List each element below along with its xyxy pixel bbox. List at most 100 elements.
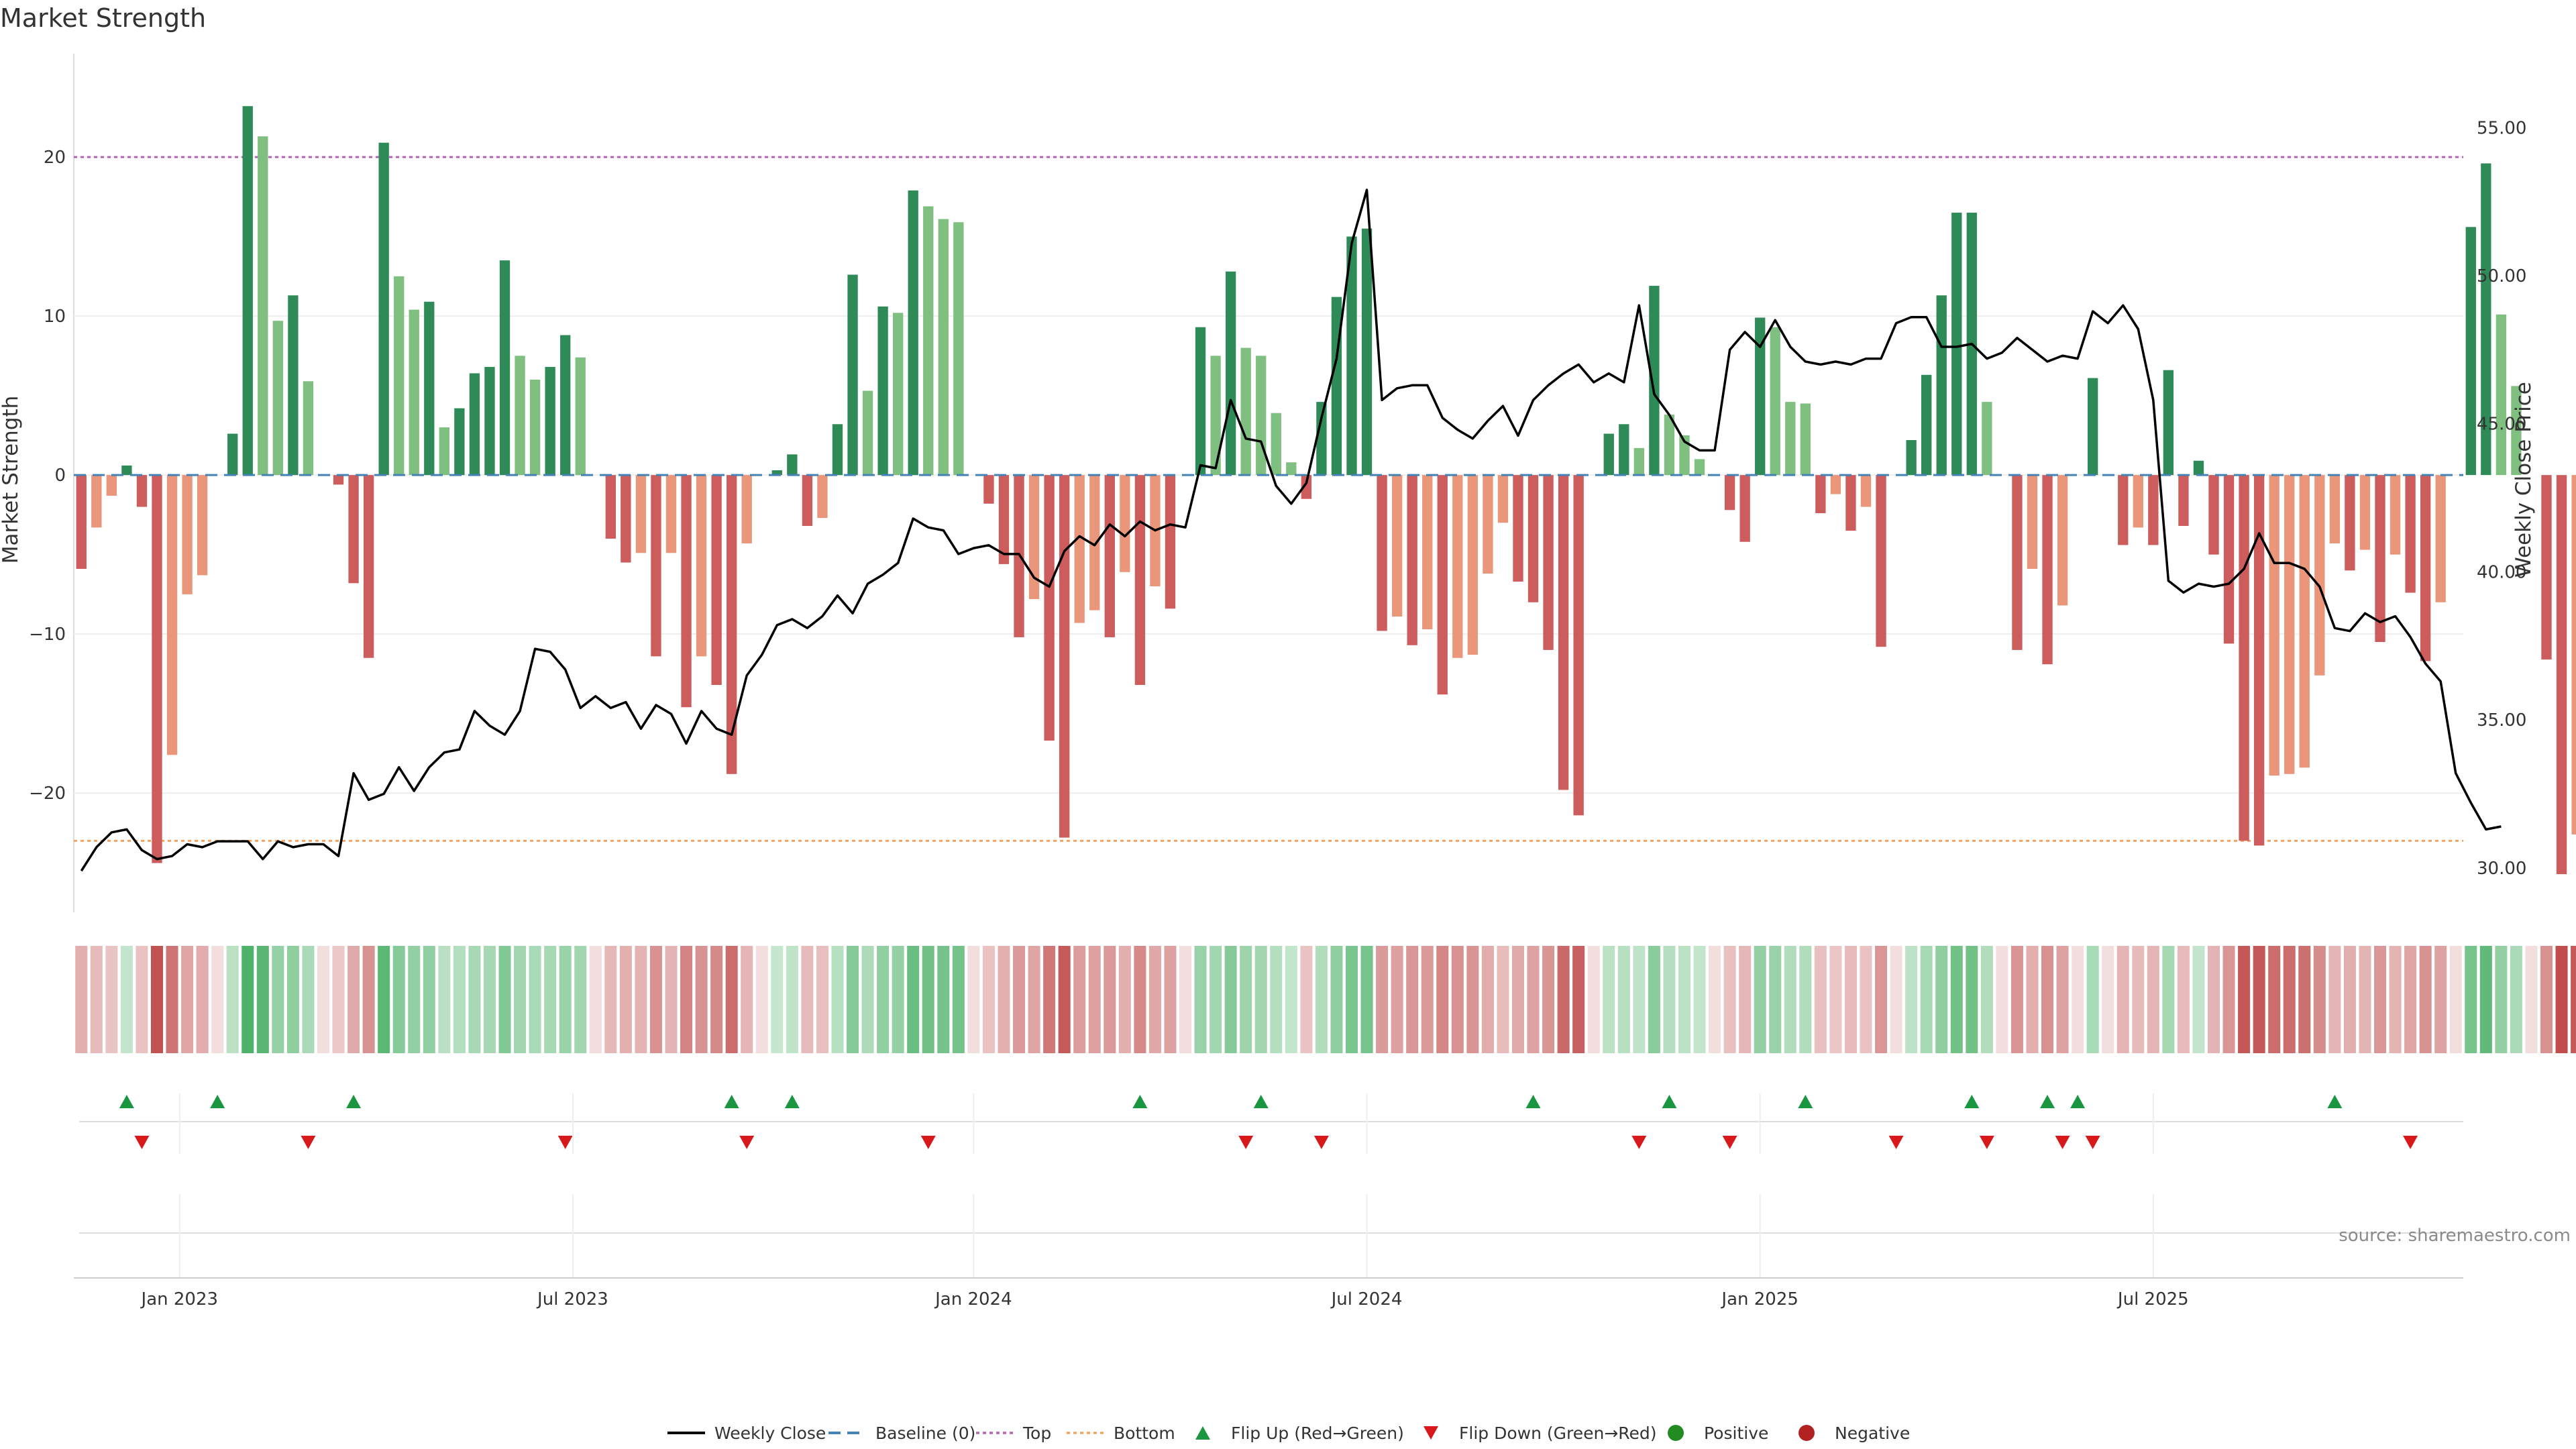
heat-cell	[2177, 946, 2190, 1053]
heat-cell	[392, 946, 405, 1053]
y2-tick-label: 40.00	[2477, 562, 2526, 582]
heat-cell	[2010, 946, 2023, 1053]
strength-bar	[1800, 403, 1811, 476]
flip-down-marker	[1313, 1136, 1329, 1149]
flip-down-marker	[1631, 1136, 1647, 1149]
heat-cell	[408, 946, 421, 1053]
heat-cell	[2510, 946, 2522, 1053]
strength-bar	[817, 475, 828, 519]
strength-bar	[2541, 475, 2552, 660]
main-plot-gridlines	[73, 54, 2463, 912]
strength-bar	[2163, 370, 2174, 476]
legend-label: Flip Up (Red→Green)	[1231, 1424, 1404, 1443]
strength-bar	[2556, 475, 2567, 875]
strength-bar	[166, 475, 178, 755]
strength-bar	[106, 475, 117, 496]
heat-cell	[1542, 946, 1555, 1053]
y2-tick-label: 35.00	[2477, 710, 2526, 731]
strength-bar	[182, 475, 193, 594]
heat-cell	[181, 946, 194, 1053]
legend-label: Weekly Close	[714, 1424, 826, 1443]
legend-swatch	[1195, 1426, 1210, 1440]
strength-bar	[2345, 475, 2355, 571]
flip-up-marker	[1964, 1095, 1980, 1108]
heat-cell	[1043, 946, 1056, 1053]
heat-cell	[2343, 946, 2356, 1053]
heat-cell	[514, 946, 527, 1053]
heat-cell	[861, 946, 874, 1053]
heat-cell	[1875, 946, 1888, 1053]
heat-cell	[786, 946, 798, 1053]
heat-cell	[1148, 946, 1161, 1053]
strength-bar	[121, 465, 132, 476]
heat-cell	[952, 946, 965, 1053]
heat-cell	[2495, 946, 2508, 1053]
heat-cell	[2102, 946, 2114, 1053]
heat-cell	[1088, 946, 1101, 1053]
heat-cell	[998, 946, 1010, 1053]
strength-bar	[2405, 475, 2416, 593]
strength-bar	[1770, 327, 1780, 476]
x-tick-label: Jan 2024	[934, 1289, 1012, 1309]
strength-bar	[1513, 475, 1523, 582]
strength-bar	[1845, 475, 1856, 531]
heat-cell	[1739, 946, 1752, 1053]
strength-bar	[499, 260, 511, 476]
heat-cell	[2359, 946, 2371, 1053]
heat-cell	[2540, 946, 2553, 1053]
strength-bar	[409, 309, 419, 476]
strength-bar	[484, 366, 495, 476]
legend-label: Bottom	[1114, 1424, 1175, 1443]
strength-bar	[1422, 475, 1433, 630]
heat-cell	[1693, 946, 1706, 1053]
heat-cell	[1058, 946, 1071, 1053]
strength-bar	[1074, 475, 1085, 623]
legend-item: Negative	[1799, 1424, 1910, 1443]
legend-swatch	[1424, 1426, 1438, 1440]
strength-bar	[1377, 475, 1387, 631]
legend-swatch	[1668, 1425, 1684, 1441]
strength-bar	[832, 424, 843, 476]
heat-cell	[2525, 946, 2538, 1053]
legend-swatch	[1799, 1425, 1815, 1441]
heat-cell	[1935, 946, 1948, 1053]
strength-bar	[1497, 475, 1509, 523]
strength-bar	[1573, 475, 1584, 816]
heat-cell	[2449, 946, 2462, 1053]
legend-label: Negative	[1835, 1424, 1910, 1443]
strength-bar	[741, 475, 752, 544]
strength-bar	[1619, 424, 1629, 476]
heat-cell	[741, 946, 753, 1053]
heat-cell	[2147, 946, 2159, 1053]
heat-cell	[680, 946, 693, 1053]
x-axis: Jan 2023 Jul 2023 Jan 2024 Jul 2024 Jan 2025…	[74, 1277, 2463, 1309]
flip-up-marker	[1798, 1095, 1813, 1108]
flip-up-marker	[346, 1095, 362, 1108]
strength-bar	[1982, 402, 1992, 476]
heat-cell	[1179, 946, 1192, 1053]
strength-bar	[1603, 433, 1614, 476]
strength-bar	[621, 475, 631, 563]
heat-cell	[2238, 946, 2251, 1053]
strength-bar	[2012, 475, 2023, 650]
heat-cell	[483, 946, 496, 1053]
heat-cell	[1996, 946, 2008, 1053]
strength-bar	[1195, 327, 1206, 476]
strength-bar	[1210, 356, 1221, 476]
y2-axis-title: Weekly Close Price	[2512, 382, 2536, 578]
strength-bar	[665, 475, 677, 553]
strength-bar	[1104, 475, 1115, 637]
strength-bar	[1028, 475, 1040, 600]
strength-bar	[2042, 475, 2053, 665]
heat-cell	[1376, 946, 1389, 1053]
strength-bar	[1951, 213, 1962, 476]
strength-bar	[2057, 475, 2068, 606]
strength-bar	[1679, 435, 1690, 476]
heat-cell	[1572, 946, 1585, 1053]
strength-bar	[333, 475, 344, 485]
strength-bar	[862, 390, 873, 476]
heat-cell	[529, 946, 541, 1053]
heat-cell	[1436, 946, 1449, 1053]
heat-cell	[423, 946, 435, 1053]
strength-bar	[2133, 475, 2143, 528]
